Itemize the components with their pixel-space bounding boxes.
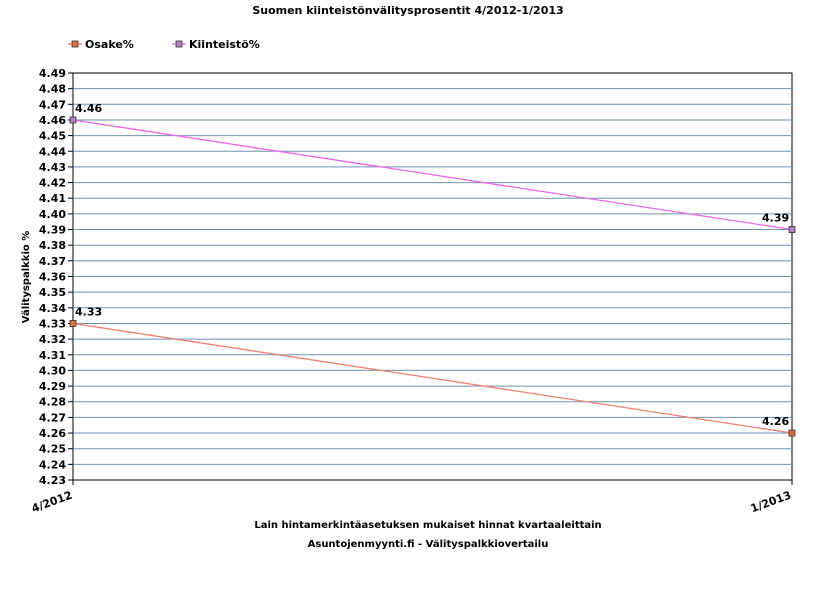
data-point — [69, 320, 77, 327]
y-tick-label: 4.28 — [39, 396, 66, 409]
y-tick-label: 4.45 — [39, 130, 66, 143]
grid — [72, 72, 793, 481]
y-tick-label: 4.37 — [39, 255, 66, 268]
series-line — [72, 322, 793, 434]
y-tick-label: 4.32 — [39, 333, 66, 346]
x-axis-sublabel: Asuntojenmyynti.fi - Välityspalkkioverta… — [308, 539, 549, 550]
y-tick-label: 4.29 — [39, 380, 66, 393]
chart-title: Suomen kiinteistönvälitysprosentit 4/201… — [252, 4, 563, 17]
series-line — [72, 119, 793, 231]
y-tick-label: 4.42 — [39, 177, 66, 190]
y-tick-label: 4.26 — [39, 427, 66, 440]
data-label: 4.39 — [762, 212, 789, 225]
data-label: 4.26 — [762, 415, 789, 428]
series-kiinteist: 4.46 4.39 — [69, 102, 796, 233]
y-tick-label: 4.47 — [39, 98, 66, 111]
y-axis-ticks: 4.23 4.24 4.25 4.26 4.27 4.28 4.29 4.30 4.31 4.32… — [39, 67, 73, 487]
x-axis-label: Lain hintamerkintäasetuksen mukaiset hin… — [254, 520, 601, 531]
y-tick-label: 4.41 — [39, 192, 66, 205]
y-tick-label: 4.27 — [39, 411, 66, 424]
y-tick-label: 4.33 — [39, 317, 66, 330]
y-tick-label: 4.38 — [39, 239, 66, 252]
series-osake: 4.33 4.26 — [69, 305, 796, 437]
y-tick-label: 4.24 — [39, 458, 66, 471]
x-tick-label: 1/2013 — [749, 489, 793, 516]
y-tick-label: 4.30 — [39, 364, 66, 377]
legend-label: Kiinteistö% — [189, 38, 260, 51]
data-label: 4.33 — [75, 305, 102, 318]
y-tick-label: 4.40 — [39, 208, 66, 221]
y-tick-label: 4.49 — [39, 67, 66, 80]
y-tick-label: 4.46 — [39, 114, 66, 127]
x-axis-ticks: 4/2012 1/2013 — [30, 480, 793, 515]
y-tick-label: 4.48 — [39, 83, 66, 96]
data-point — [69, 116, 77, 124]
y-tick-label: 4.25 — [39, 443, 66, 456]
y-tick-label: 4.35 — [39, 286, 66, 299]
legend-item: Kiinteistö% — [172, 38, 260, 51]
y-tick-label: 4.39 — [39, 224, 66, 237]
y-tick-label: 4.36 — [39, 271, 66, 284]
legend-item: Osake% — [68, 38, 134, 51]
y-axis-label: Välityspalkkio % — [21, 231, 32, 323]
legend-marker — [71, 40, 79, 48]
legend-marker — [175, 40, 183, 48]
data-label: 4.46 — [75, 102, 102, 115]
x-tick-label: 4/2012 — [30, 489, 74, 516]
y-tick-label: 4.44 — [39, 145, 66, 158]
y-tick-label: 4.23 — [39, 474, 66, 487]
data-point — [788, 226, 796, 233]
legend-label: Osake% — [85, 38, 134, 51]
data-point — [788, 429, 796, 437]
legend: Osake% Kiinteistö% — [68, 38, 260, 51]
y-tick-label: 4.43 — [39, 161, 66, 174]
y-tick-label: 4.31 — [39, 349, 66, 362]
y-tick-label: 4.34 — [39, 302, 66, 315]
series-layer: 4.33 4.26 4.46 4.39 — [69, 102, 796, 437]
